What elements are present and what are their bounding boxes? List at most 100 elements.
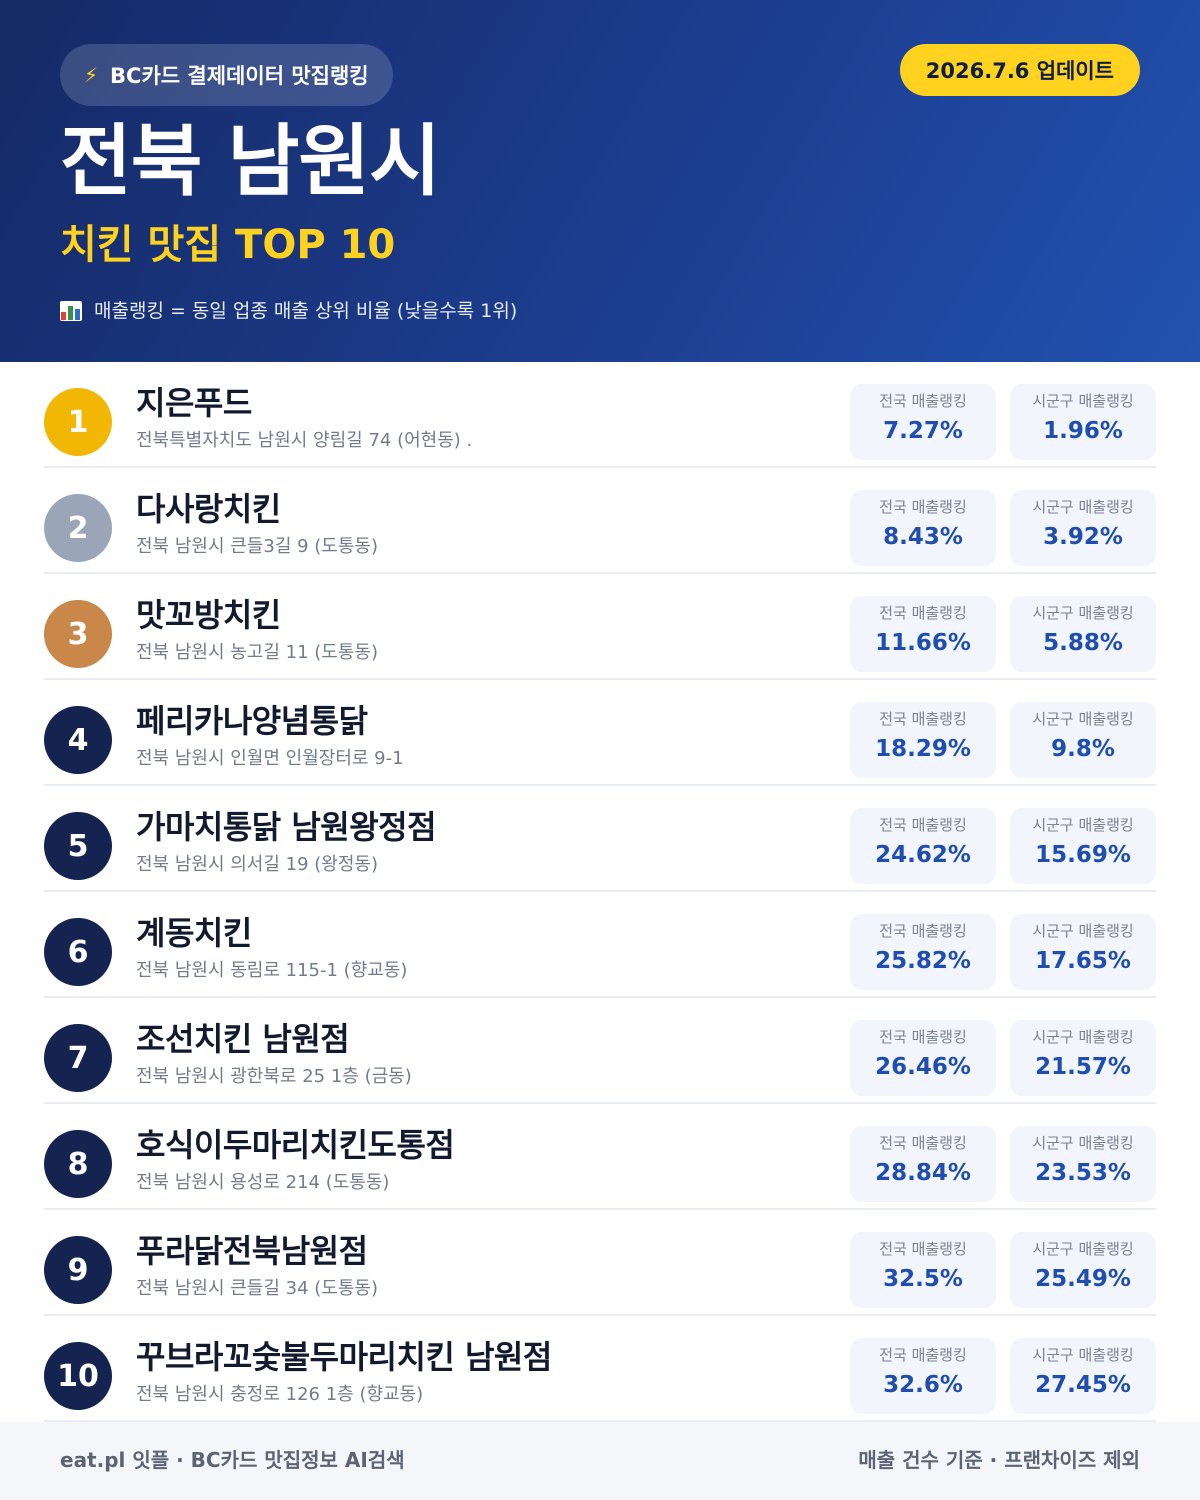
regional-ranking-label: 시군구 매출랭킹 <box>1032 392 1134 410</box>
restaurant-address: 전북 남원시 인월면 인월장터로 9-1 <box>136 748 404 769</box>
regional-ranking-value: 15.69% <box>1035 842 1131 868</box>
regional-ranking-value: 1.96% <box>1043 418 1123 444</box>
national-ranking-value: 28.84% <box>875 1160 971 1186</box>
rank-badge: 6 <box>44 918 112 986</box>
restaurant-name: 호식이두마리치킨도통점 <box>136 1126 455 1164</box>
source-label: BC카드 결제데이터 맛집랭킹 <box>110 64 369 88</box>
regional-ranking-card: 시군구 매출랭킹 5.88% <box>1010 596 1156 672</box>
national-ranking-card: 전국 매출랭킹 26.46% <box>850 1020 996 1096</box>
regional-ranking-label: 시군구 매출랭킹 <box>1032 922 1134 940</box>
national-ranking-label: 전국 매출랭킹 <box>879 1346 967 1364</box>
restaurant-address: 전북 남원시 충정로 126 1층 (향교동) <box>136 1384 424 1405</box>
national-ranking-value: 32.6% <box>883 1372 963 1398</box>
national-ranking-label: 전국 매출랭킹 <box>879 1240 967 1258</box>
restaurant-name: 계동치킨 <box>136 914 252 952</box>
ranking-note-text: 매출랭킹 = 동일 업종 매출 상위 비율 (낮을수록 1위) <box>94 300 518 322</box>
regional-ranking-value: 21.57% <box>1035 1054 1131 1080</box>
national-ranking-card: 전국 매출랭킹 32.5% <box>850 1232 996 1308</box>
restaurant-name: 푸라닭전북남원점 <box>136 1232 368 1270</box>
regional-ranking-card: 시군구 매출랭킹 3.92% <box>1010 490 1156 566</box>
footer-right: 매출 건수 기준 · 프랜차이즈 제외 <box>858 1448 1140 1472</box>
regional-ranking-label: 시군구 매출랭킹 <box>1032 1028 1134 1046</box>
regional-ranking-card: 시군구 매출랭킹 23.53% <box>1010 1126 1156 1202</box>
header-banner: ⚡ BC카드 결제데이터 맛집랭킹 2026.7.6 업데이트 전북 남원시 치… <box>0 0 1200 362</box>
restaurant-name: 조선치킨 남원점 <box>136 1020 350 1058</box>
regional-ranking-card: 시군구 매출랭킹 9.8% <box>1010 702 1156 778</box>
list-item: 5 가마치통닭 남원왕정점 전북 남원시 의서길 19 (왕정동) 전국 매출랭킹 24… <box>44 786 1156 892</box>
national-ranking-card: 전국 매출랭킹 24.62% <box>850 808 996 884</box>
regional-ranking-label: 시군구 매출랭킹 <box>1032 604 1134 622</box>
restaurant-address: 전북 남원시 큰들길 34 (도통동) <box>136 1278 378 1299</box>
regional-ranking-value: 5.88% <box>1043 630 1123 656</box>
restaurant-name: 꾸브라꼬숯불두마리치킨 남원점 <box>136 1338 552 1376</box>
rank-badge: 8 <box>44 1130 112 1198</box>
regional-ranking-value: 17.65% <box>1035 948 1131 974</box>
restaurant-address: 전북 남원시 큰들3길 9 (도통동) <box>136 536 378 557</box>
regional-ranking-label: 시군구 매출랭킹 <box>1032 1346 1134 1364</box>
ranking-note: 매출랭킹 = 동일 업종 매출 상위 비율 (낮을수록 1위) <box>60 294 517 328</box>
rank-badge: 4 <box>44 706 112 774</box>
list-item: 9 푸라닭전북남원점 전북 남원시 큰들길 34 (도통동) 전국 매출랭킹 32.5%… <box>44 1210 1156 1316</box>
update-badge: 2026.7.6 업데이트 <box>899 44 1140 96</box>
regional-ranking-label: 시군구 매출랭킹 <box>1032 710 1134 728</box>
regional-ranking-value: 9.8% <box>1051 736 1115 762</box>
footer: eat.pl 잇플 · BC카드 맛집정보 AI검색 매출 건수 기준 · 프랜… <box>0 1422 1200 1500</box>
regional-ranking-card: 시군구 매출랭킹 1.96% <box>1010 384 1156 460</box>
rank-badge: 3 <box>44 600 112 668</box>
ranking-list: 1 지은푸드 전북특별자치도 남원시 양림길 74 (어현동) . 전국 매출랭킹 7.… <box>44 362 1156 1422</box>
national-ranking-card: 전국 매출랭킹 18.29% <box>850 702 996 778</box>
rank-badge: 7 <box>44 1024 112 1092</box>
regional-ranking-card: 시군구 매출랭킹 17.65% <box>1010 914 1156 990</box>
regional-ranking-value: 27.45% <box>1035 1372 1131 1398</box>
regional-ranking-value: 3.92% <box>1043 524 1123 550</box>
national-ranking-label: 전국 매출랭킹 <box>879 816 967 834</box>
footer-left: eat.pl 잇플 · BC카드 맛집정보 AI검색 <box>60 1448 405 1472</box>
national-ranking-value: 8.43% <box>883 524 963 550</box>
restaurant-name: 맛꼬방치킨 <box>136 596 281 634</box>
regional-ranking-label: 시군구 매출랭킹 <box>1032 498 1134 516</box>
regional-ranking-label: 시군구 매출랭킹 <box>1032 1134 1134 1152</box>
national-ranking-value: 24.62% <box>875 842 971 868</box>
regional-ranking-value: 23.53% <box>1035 1160 1131 1186</box>
regional-ranking-label: 시군구 매출랭킹 <box>1032 816 1134 834</box>
national-ranking-value: 32.5% <box>883 1266 963 1292</box>
national-ranking-label: 전국 매출랭킹 <box>879 498 967 516</box>
national-ranking-label: 전국 매출랭킹 <box>879 604 967 622</box>
national-ranking-card: 전국 매출랭킹 25.82% <box>850 914 996 990</box>
rank-badge: 5 <box>44 812 112 880</box>
regional-ranking-label: 시군구 매출랭킹 <box>1032 1240 1134 1258</box>
list-item: 3 맛꼬방치킨 전북 남원시 농고길 11 (도통동) 전국 매출랭킹 11.66% 시군… <box>44 574 1156 680</box>
national-ranking-value: 7.27% <box>883 418 963 444</box>
lightning-bolt-icon: ⚡ <box>84 63 99 87</box>
national-ranking-card: 전국 매출랭킹 32.6% <box>850 1338 996 1414</box>
list-item: 1 지은푸드 전북특별자치도 남원시 양림길 74 (어현동) . 전국 매출랭킹 7.… <box>44 362 1156 468</box>
page-title: 전북 남원시 <box>60 117 441 207</box>
national-ranking-card: 전국 매출랭킹 7.27% <box>850 384 996 460</box>
restaurant-address: 전북 남원시 의서길 19 (왕정동) <box>136 854 378 875</box>
national-ranking-label: 전국 매출랭킹 <box>879 1134 967 1152</box>
list-item: 8 호식이두마리치킨도통점 전북 남원시 용성로 214 (도통동) 전국 매출랭킹 2… <box>44 1104 1156 1210</box>
national-ranking-label: 전국 매출랭킹 <box>879 1028 967 1046</box>
page-subtitle: 치킨 맛집 TOP 10 <box>60 222 396 268</box>
regional-ranking-card: 시군구 매출랭킹 15.69% <box>1010 808 1156 884</box>
restaurant-name: 다사랑치킨 <box>136 490 281 528</box>
national-ranking-label: 전국 매출랭킹 <box>879 710 967 728</box>
national-ranking-label: 전국 매출랭킹 <box>879 392 967 410</box>
restaurant-name: 지은푸드 <box>136 384 252 422</box>
regional-ranking-value: 25.49% <box>1035 1266 1131 1292</box>
rank-badge: 2 <box>44 494 112 562</box>
rank-badge: 10 <box>44 1342 112 1410</box>
national-ranking-card: 전국 매출랭킹 11.66% <box>850 596 996 672</box>
restaurant-address: 전북 남원시 광한북로 25 1층 (금동) <box>136 1066 412 1087</box>
bar-chart-icon <box>60 301 82 321</box>
regional-ranking-card: 시군구 매출랭킹 27.45% <box>1010 1338 1156 1414</box>
national-ranking-label: 전국 매출랭킹 <box>879 922 967 940</box>
restaurant-address: 전북특별자치도 남원시 양림길 74 (어현동) . <box>136 430 473 451</box>
restaurant-address: 전북 남원시 동림로 115-1 (향교동) <box>136 960 408 981</box>
national-ranking-value: 26.46% <box>875 1054 971 1080</box>
restaurant-name: 페리카나양념통닭 <box>136 702 368 740</box>
